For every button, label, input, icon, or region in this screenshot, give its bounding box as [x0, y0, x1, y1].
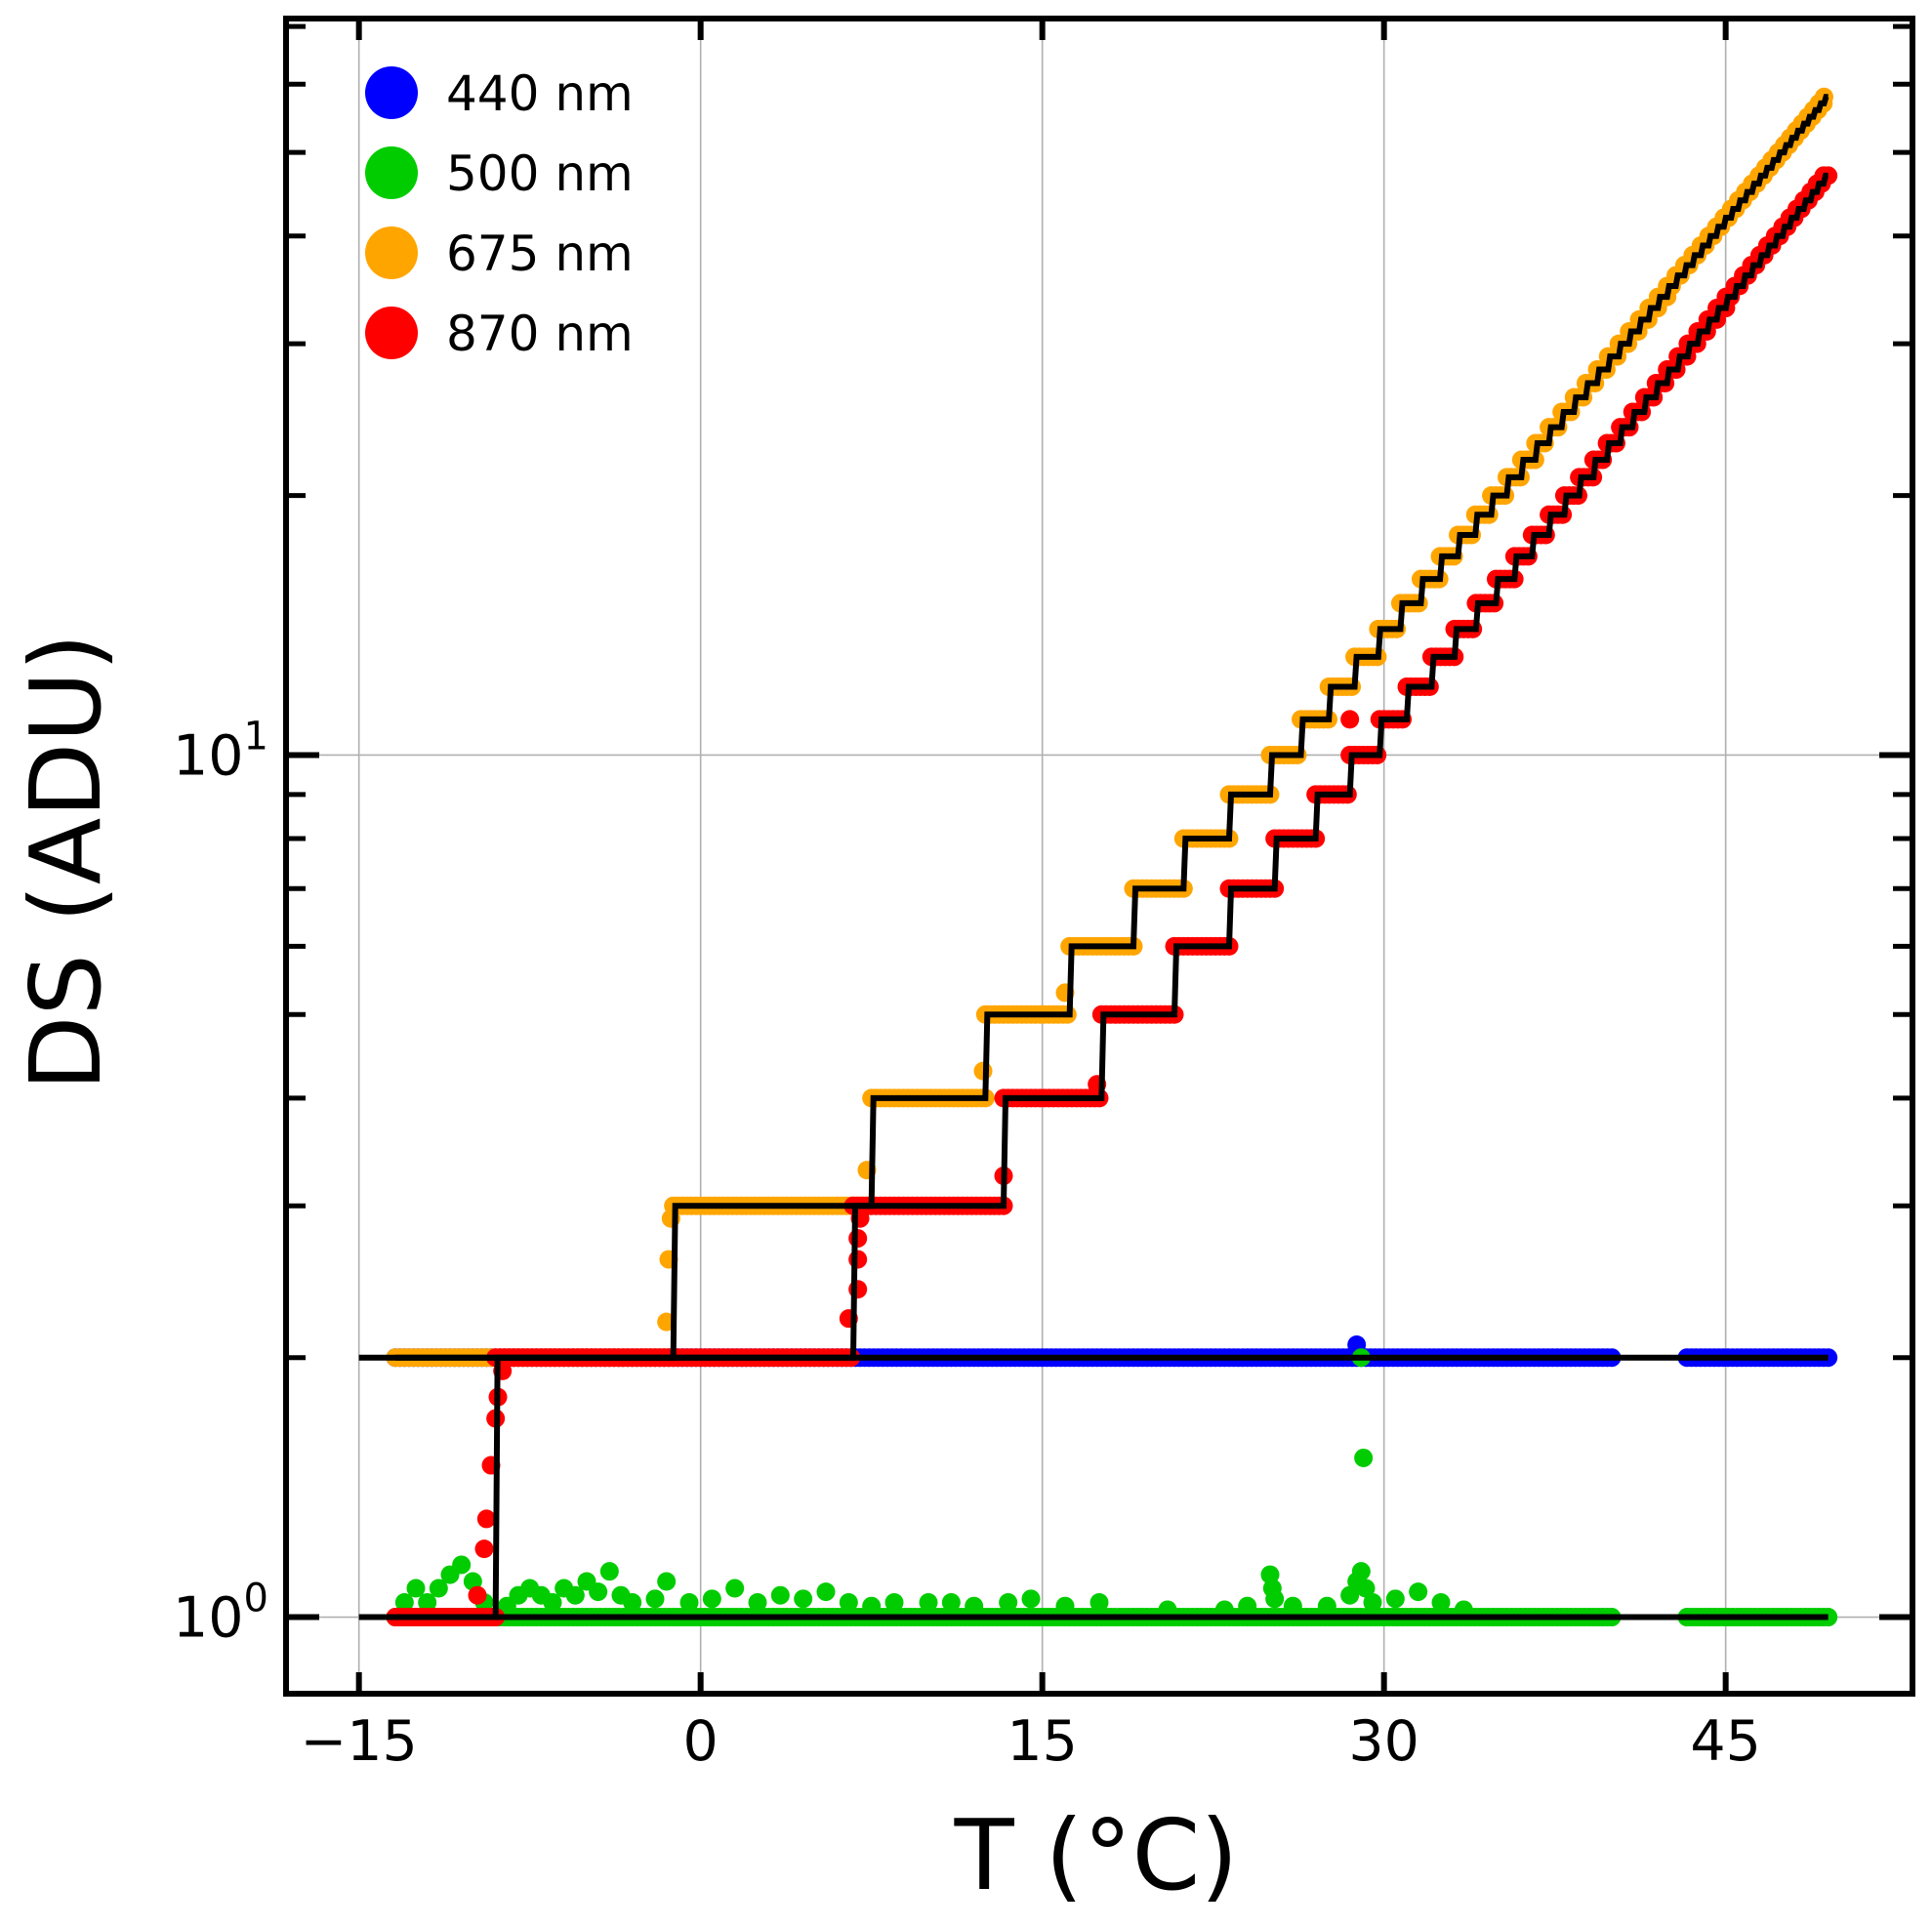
- fit-line: [395, 94, 1829, 1361]
- data-point: [999, 1593, 1018, 1613]
- data-point: [543, 1593, 562, 1613]
- x-axis-label: T (°C): [954, 1798, 1239, 1912]
- data-point: [468, 1585, 487, 1605]
- plot-frame: [283, 16, 1915, 1697]
- legend-label: 500 nm: [446, 145, 634, 202]
- x-tick-label: 15: [1007, 1709, 1078, 1774]
- x-tick-label: 30: [1348, 1709, 1419, 1774]
- data-point: [1055, 1596, 1075, 1616]
- data-point: [1260, 1565, 1280, 1584]
- data-point: [1021, 1589, 1041, 1609]
- data-point: [702, 1589, 721, 1609]
- data-point: [599, 1562, 619, 1581]
- data-point: [816, 1582, 836, 1602]
- data-point: [770, 1585, 790, 1605]
- data-point: [1265, 1589, 1285, 1609]
- data-point: [1089, 1593, 1109, 1613]
- data-point: [1385, 1589, 1405, 1609]
- data-point: [474, 1539, 494, 1559]
- data-point: [1238, 1596, 1257, 1616]
- data-point: [1351, 1562, 1371, 1581]
- data-point: [884, 1593, 904, 1613]
- data-point: [725, 1579, 745, 1598]
- legend: 440 nm 500 nm 675 nm 870 nm: [365, 65, 634, 362]
- data-point: [1363, 1593, 1382, 1613]
- data-point: [919, 1593, 938, 1613]
- data-point: [1340, 1585, 1360, 1605]
- legend-marker: [365, 146, 418, 199]
- legend-label: 440 nm: [446, 65, 634, 122]
- data-point: [429, 1579, 448, 1598]
- y-tick-label: 101: [173, 714, 268, 788]
- y-tick-label: 100: [173, 1577, 268, 1651]
- data-point: [848, 1250, 868, 1269]
- tick-labels: −15 0 15 30 45 100 101: [173, 714, 1761, 1774]
- data-point: [589, 1582, 608, 1602]
- fit-line: [395, 172, 1829, 1620]
- legend-label: 870 nm: [446, 306, 634, 362]
- data-point: [1283, 1596, 1302, 1616]
- data-point: [1354, 1448, 1374, 1467]
- x-tick-label: 45: [1690, 1709, 1761, 1774]
- data-point: [1409, 1582, 1428, 1602]
- data-point: [623, 1593, 642, 1613]
- data-point: [941, 1593, 961, 1613]
- data-point: [645, 1589, 665, 1609]
- data-point: [839, 1593, 858, 1613]
- data-point: [794, 1589, 813, 1609]
- fit-lines: [358, 94, 1829, 1620]
- data-point: [1317, 1596, 1336, 1616]
- data-point: [1431, 1593, 1451, 1613]
- data-point: [418, 1593, 437, 1613]
- data-point: [565, 1585, 585, 1605]
- x-tick-label: −15: [301, 1709, 418, 1774]
- y-axis-label: DS (ADU): [9, 634, 123, 1091]
- data-point: [394, 1593, 414, 1613]
- data-point: [406, 1579, 426, 1598]
- x-tick-label: 0: [683, 1709, 719, 1774]
- legend-label: 675 nm: [446, 226, 634, 282]
- data-point: [476, 1509, 496, 1529]
- legend-marker: [365, 307, 418, 359]
- data-point: [965, 1596, 984, 1616]
- data-point: [748, 1593, 767, 1613]
- legend-marker: [365, 66, 418, 119]
- data-point: [848, 1229, 868, 1249]
- data-point: [657, 1572, 677, 1591]
- data-point: [1356, 1579, 1376, 1598]
- data-point: [679, 1593, 699, 1613]
- legend-marker: [365, 226, 418, 279]
- data-point: [862, 1596, 882, 1616]
- data-point: [452, 1555, 472, 1575]
- axes-frame: [283, 16, 1915, 1697]
- data-point: [1340, 710, 1360, 729]
